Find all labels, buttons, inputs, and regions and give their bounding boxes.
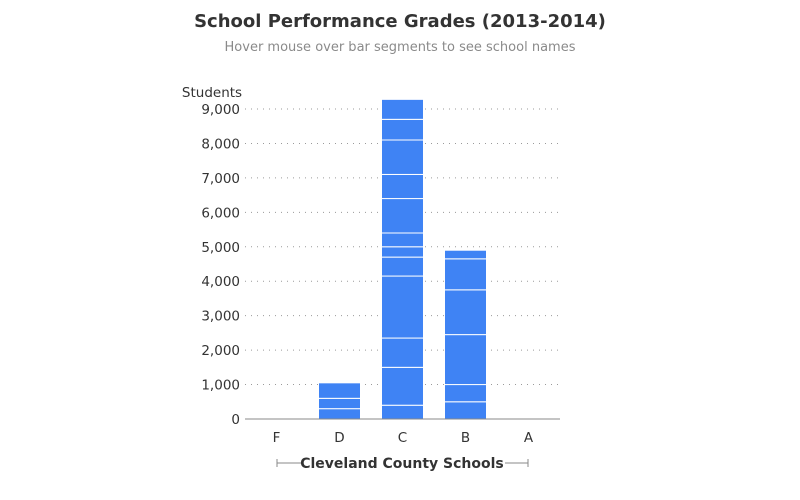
- chart-title: School Performance Grades (2013-2014): [194, 11, 606, 32]
- bar-segment-C-8[interactable]: [381, 198, 424, 234]
- bars: [318, 98, 487, 420]
- x-axis-title-group: Cleveland County Schools: [276, 456, 529, 472]
- x-tick-label: B: [461, 430, 470, 446]
- bar-segment-B-1[interactable]: [444, 401, 487, 420]
- chart-subtitle: Hover mouse over bar segments to see sch…: [225, 40, 576, 55]
- bar-segment-C-11[interactable]: [381, 118, 424, 141]
- y-tick-label: 3,000: [201, 309, 240, 325]
- y-tick-label: 0: [231, 412, 240, 428]
- bar-segment-D-1[interactable]: [318, 408, 361, 420]
- x-tick-label: F: [273, 430, 281, 446]
- y-tick-label: 7,000: [201, 171, 240, 187]
- y-tick-label: 8,000: [201, 136, 240, 152]
- bar-segment-D-2[interactable]: [318, 397, 361, 410]
- y-tick-label: 2,000: [201, 343, 240, 359]
- y-tick-label: 9,000: [201, 102, 240, 118]
- x-tick-label: A: [524, 430, 534, 446]
- x-tick-label: C: [398, 430, 407, 446]
- x-axis-label: Cleveland County Schools: [300, 456, 504, 472]
- bar-segment-C-5[interactable]: [381, 256, 424, 277]
- bar-segment-C-9[interactable]: [381, 173, 424, 200]
- y-axis-label: Students: [182, 85, 242, 101]
- bar-segment-B-5[interactable]: [444, 258, 487, 291]
- x-tick-label: D: [334, 430, 344, 446]
- bar-segment-C-12[interactable]: [381, 98, 424, 120]
- bar-segment-C-7[interactable]: [381, 232, 424, 248]
- bar-segment-B-4[interactable]: [444, 289, 487, 336]
- y-tick-label: 4,000: [201, 274, 240, 290]
- y-axis-ticks: 0 1,000 2,000 3,000 4,000 5,000 6,000 7,000 8,00…: [201, 102, 240, 428]
- bar-segment-B-3[interactable]: [444, 334, 487, 386]
- bar-segment-B-6[interactable]: [444, 249, 487, 260]
- bar-segment-B-2[interactable]: [444, 384, 487, 403]
- bar-segment-C-4[interactable]: [381, 275, 424, 339]
- y-tick-label: 6,000: [201, 205, 240, 221]
- bar-segment-D-3[interactable]: [318, 382, 361, 399]
- bar-segment-C-3[interactable]: [381, 337, 424, 368]
- bar-segment-C-6[interactable]: [381, 246, 424, 258]
- bar-segment-C-2[interactable]: [381, 366, 424, 406]
- y-tick-label: 5,000: [201, 240, 240, 256]
- bar-segment-C-10[interactable]: [381, 139, 424, 175]
- bar-segment-C-1[interactable]: [381, 404, 424, 420]
- y-tick-label: 1,000: [201, 378, 240, 394]
